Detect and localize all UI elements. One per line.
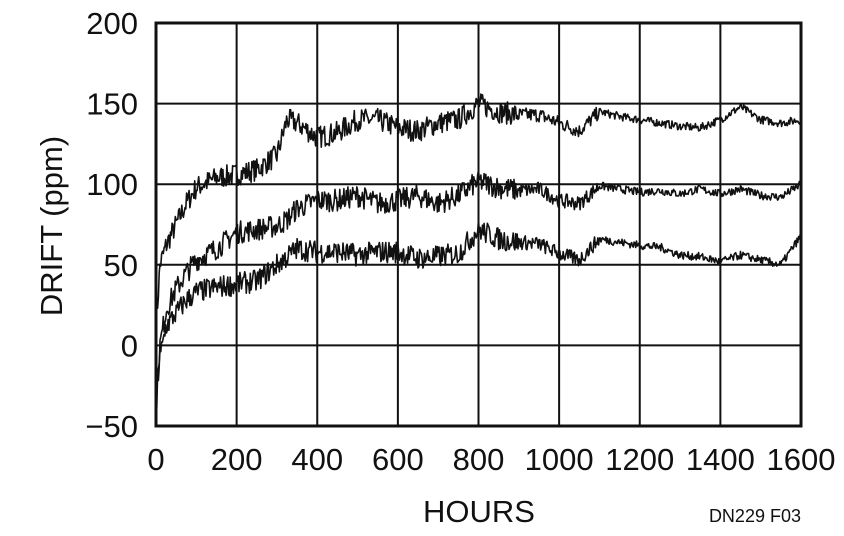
- grid-lines: [156, 23, 801, 426]
- x-tick-label: 200: [211, 442, 263, 477]
- x-tick-label: 1400: [686, 442, 755, 477]
- x-tick-label: 600: [372, 442, 424, 477]
- x-tick-label: 0: [147, 442, 164, 477]
- x-tick-label: 1000: [525, 442, 594, 477]
- x-tick-label: 1200: [605, 442, 674, 477]
- x-tick-labels: 0 200 400 600 800 1000 1200 1400 1600: [147, 442, 835, 477]
- data-traces: [155, 93, 802, 409]
- plot-frame: [154, 21, 803, 428]
- y-tick-labels: −50 0 50 100 150 200: [85, 6, 138, 444]
- y-tick-label: 150: [86, 87, 138, 122]
- y-axis-title: DRIFT (ppm): [34, 136, 69, 316]
- y-tick-label: 100: [86, 167, 138, 202]
- y-tick-label: 200: [86, 6, 138, 41]
- x-axis-title: HOURS: [423, 494, 535, 529]
- y-tick-label: 50: [104, 248, 138, 283]
- x-tick-label: 400: [291, 442, 343, 477]
- y-tick-label: 0: [121, 328, 138, 363]
- y-tick-label: −50: [85, 409, 138, 444]
- x-tick-label: 1600: [767, 442, 836, 477]
- drift-trace-3: [155, 218, 802, 378]
- figure-id-annotation: DN229 F03: [709, 506, 801, 526]
- drift-trace-1: [155, 93, 802, 341]
- x-tick-label: 800: [453, 442, 505, 477]
- drift-trace-2: [155, 169, 802, 409]
